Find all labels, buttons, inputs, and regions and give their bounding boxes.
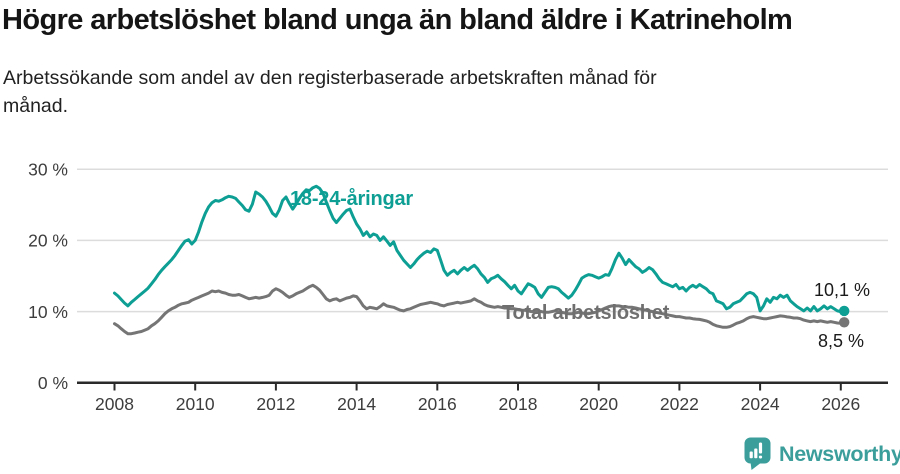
x-tick-label-2010: 2010	[176, 394, 215, 414]
x-tick-label-2018: 2018	[499, 394, 538, 414]
x-tick-label-2014: 2014	[337, 394, 376, 414]
series-end-dot-youth	[839, 305, 850, 317]
chart-subtitle-line-1: Arbetssökande som andel av den registerb…	[3, 67, 657, 89]
end-value-label-youth: 10,1 %	[814, 280, 871, 300]
y-tick-label-10: 10 %	[28, 302, 68, 322]
series-end-dot-total	[839, 317, 850, 328]
series-label-youth: 18-24-åringar	[290, 188, 414, 210]
x-tick-label-2026: 2026	[821, 394, 860, 414]
y-tick-label-0: 0 %	[38, 373, 68, 393]
x-tick-label-2016: 2016	[418, 394, 457, 414]
y-tick-label-20: 20 %	[28, 231, 68, 251]
series-label-total: Total arbetslöshet	[502, 302, 670, 324]
newsworthy-logo: Newsworthy	[744, 437, 900, 471]
y-tick-label-30: 30 %	[28, 159, 68, 179]
series-line-total	[113, 283, 846, 336]
series-line-youth	[113, 184, 846, 314]
x-tick-label-2022: 2022	[660, 394, 699, 414]
x-tick-label-2020: 2020	[579, 394, 618, 414]
x-tick-label-2012: 2012	[256, 394, 295, 414]
chart-title: Högre arbetslöshet bland unga än bland ä…	[2, 4, 793, 36]
chart-subtitle: Arbetssökande som andel av den registerb…	[3, 64, 657, 120]
x-tick-label-2008: 2008	[95, 394, 134, 414]
newsworthy-logo-text: Newsworthy	[779, 441, 900, 466]
x-tick-label-2024: 2024	[741, 394, 780, 414]
chart-subtitle-line-2: månad.	[3, 95, 69, 117]
end-value-label-total: 8,5 %	[818, 331, 865, 351]
newsworthy-logo-mark-icon	[744, 437, 771, 470]
